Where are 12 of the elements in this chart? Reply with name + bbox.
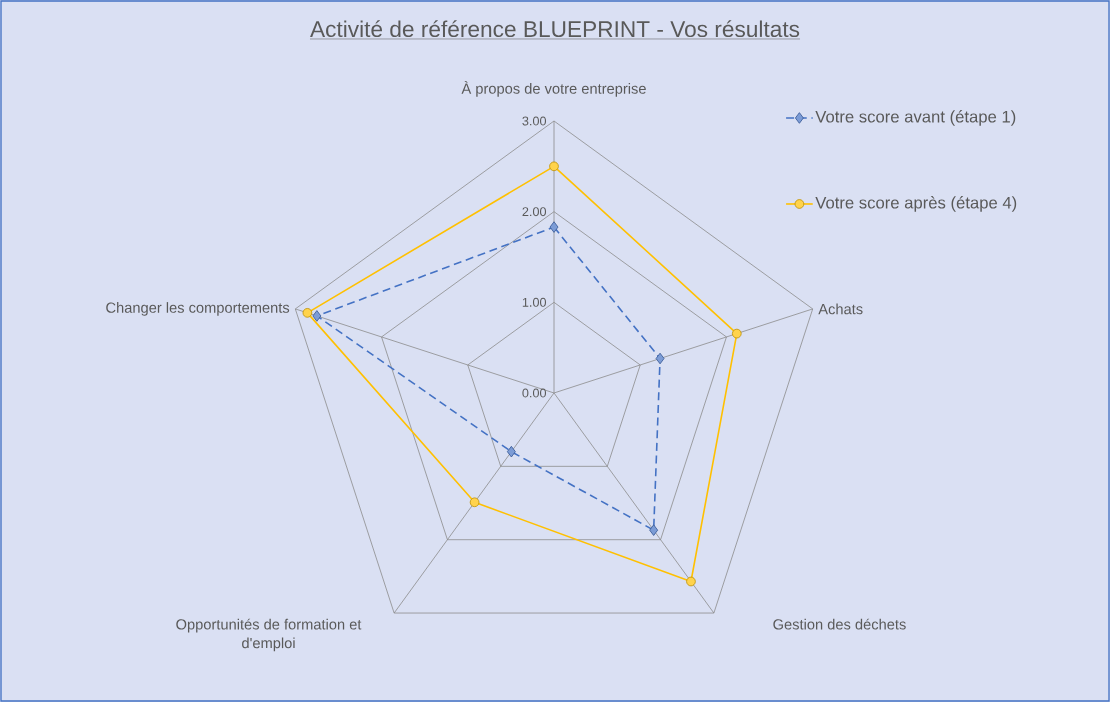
spoke-label: Changer les comportements — [106, 302, 290, 316]
spoke-label: À propos de votre entreprise — [461, 80, 646, 97]
legend-label: Votre score avant (étape 1) — [815, 110, 1016, 126]
y-tick-label: 3.00 — [522, 116, 547, 126]
spoke-label: Achats — [818, 303, 863, 315]
y-tick-label: 0.00 — [522, 388, 547, 398]
y-tick-label: 1.00 — [522, 297, 547, 307]
spoke-label: Opportunités de formation et d'emploi — [176, 618, 362, 652]
legend-label: Votre score après (étape 4) — [815, 196, 1017, 212]
chart-title: Activité de référence BLUEPRINT - Vos résultats — [310, 20, 800, 38]
spoke-label: Gestion des déchets — [773, 618, 906, 630]
y-tick-label: 2.00 — [522, 207, 547, 217]
